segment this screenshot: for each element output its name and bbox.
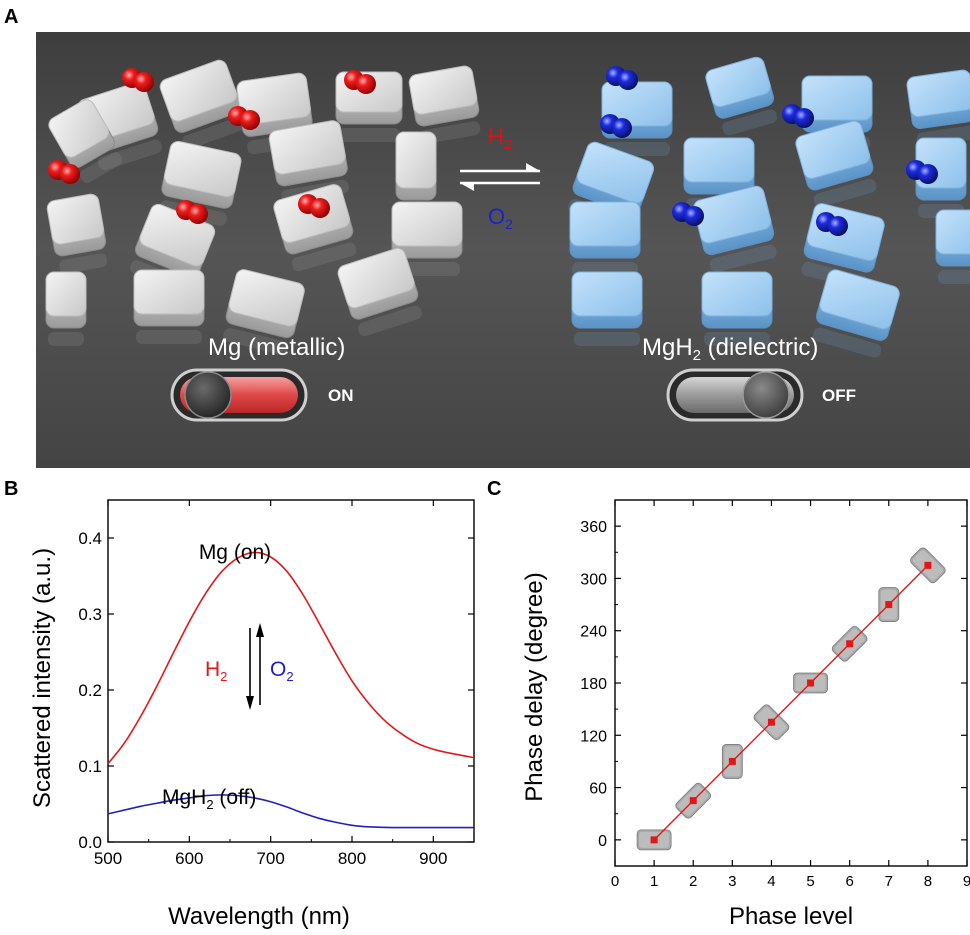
nanorod-block (268, 120, 349, 204)
o2-molecule (606, 66, 638, 90)
nanorod-block (273, 184, 357, 272)
x-tick-label: 900 (419, 849, 447, 868)
mgh2-spectrum-line (107, 794, 474, 829)
nanorod-block (812, 269, 900, 358)
h2-annotation: H2 (205, 658, 227, 684)
y-tick-label: 0 (598, 833, 607, 850)
nanorod-block (46, 193, 108, 274)
h2-molecule (122, 68, 154, 92)
phase-point (846, 640, 854, 648)
nanorod-block (45, 271, 87, 346)
equilibrium-arrows (460, 163, 540, 191)
nanorod-block (795, 120, 877, 208)
y-axis-label: Phase delay (degree) (521, 572, 548, 801)
panel-letter-b: B (4, 478, 19, 500)
h2-arrow-label: H2 (488, 124, 512, 152)
phase-delay-line (653, 564, 929, 841)
y-tick-label: 0.3 (78, 605, 102, 624)
reversible-arrows (246, 623, 264, 710)
phase-point (728, 757, 736, 765)
nanorod-block (935, 209, 970, 284)
y-tick-label: 300 (580, 571, 607, 588)
mg-spectrum-line (107, 551, 475, 765)
y-tick-label: 0.4 (78, 529, 102, 548)
phase-point (650, 836, 658, 844)
nanorod-block (569, 201, 641, 276)
nanorod-block (159, 140, 242, 226)
phase-point (689, 797, 697, 805)
plot-frame (107, 499, 475, 843)
y-tick-label: 60 (589, 781, 607, 798)
nanorod-block (701, 271, 773, 346)
y-tick-label: 240 (580, 624, 607, 641)
y-tick-label: 0.2 (78, 681, 102, 700)
y-axis-label: Scattered intensity (a.u.) (29, 548, 56, 808)
x-tick-label: 1 (650, 873, 658, 890)
mgh2-dielectric-label: MgH2 (dielectric) (642, 334, 818, 364)
x-tick-label: 4 (767, 873, 775, 890)
o2-molecule (672, 202, 704, 226)
mgh2-off-annotation: MgH2 (off) (162, 786, 256, 812)
o2-annotation: O2 (270, 658, 294, 684)
nanorod-block (48, 99, 123, 183)
nanorod-block (159, 59, 246, 150)
panel-letter-a: A (4, 6, 19, 28)
x-tick-label: 6 (845, 873, 853, 890)
x-tick-label: 8 (924, 873, 932, 890)
phase-point (924, 561, 932, 569)
mg-metallic-label: Mg (metallic) (208, 334, 345, 361)
scattering-spectrum-chart: 500 600 700 800 900 0.0 0.1 0.2 0.3 0.4 Wavelengt… (29, 499, 475, 930)
on-switch (170, 368, 308, 422)
phase-delay-chart: 0 1 2 3 4 5 6 7 8 9 0 60 120 180 240 300 360 Phase level… (521, 499, 970, 930)
nanorod-block (693, 185, 777, 273)
switch-off-label: OFF (822, 386, 856, 405)
x-tick-label: 9 (963, 873, 970, 890)
h2-molecule (298, 194, 330, 218)
x-tick-label: 800 (338, 849, 366, 868)
phase-point (767, 718, 775, 726)
h2-molecule (48, 160, 80, 184)
x-axis-label: Wavelength (nm) (168, 903, 350, 930)
y-tick-label: 0.1 (78, 757, 102, 776)
x-tick-label: 3 (728, 873, 736, 890)
mg-on-annotation: Mg (on) (199, 541, 271, 564)
x-tick-label: 5 (806, 873, 814, 890)
nanorod-block (337, 247, 422, 337)
nanorod-block (391, 201, 463, 276)
nanorod-block (571, 271, 643, 346)
x-tick-label: 2 (689, 873, 697, 890)
switching-illustration: Mg (metallic) MgH2 (dielectric) H2 O2 ON… (36, 32, 970, 468)
o2-molecule (906, 160, 938, 184)
o2-molecule (782, 104, 814, 128)
o2-arrow-label: O2 (488, 204, 513, 232)
x-tick-label: 600 (175, 849, 203, 868)
x-tick-label: 500 (94, 849, 122, 868)
o2-molecule (600, 114, 632, 138)
nanorod-icon (636, 829, 672, 851)
o2-molecule (816, 212, 848, 236)
y-tick-label: 120 (580, 728, 607, 745)
h2-molecule (228, 106, 260, 130)
h2-molecule (176, 200, 208, 224)
off-switch (666, 368, 804, 422)
nanorod-block (408, 65, 481, 144)
nanorod-block (133, 269, 205, 344)
nanorod-block (705, 56, 778, 136)
y-tick-label: 360 (580, 519, 607, 536)
nanorod-block (601, 81, 673, 156)
h2-molecule (344, 70, 376, 94)
panel-letter-c: C (487, 478, 502, 500)
x-tick-label: 700 (256, 849, 284, 868)
nanorod-block (223, 269, 305, 355)
phase-point (807, 679, 815, 687)
x-axis-label: Phase level (729, 903, 853, 930)
y-tick-label: 0.0 (78, 833, 102, 852)
x-tick-label: 7 (885, 873, 893, 890)
x-tick-label: 0 (611, 873, 619, 890)
switch-on-label: ON (328, 386, 354, 405)
phase-point (885, 601, 893, 609)
y-tick-label: 180 (580, 676, 607, 693)
